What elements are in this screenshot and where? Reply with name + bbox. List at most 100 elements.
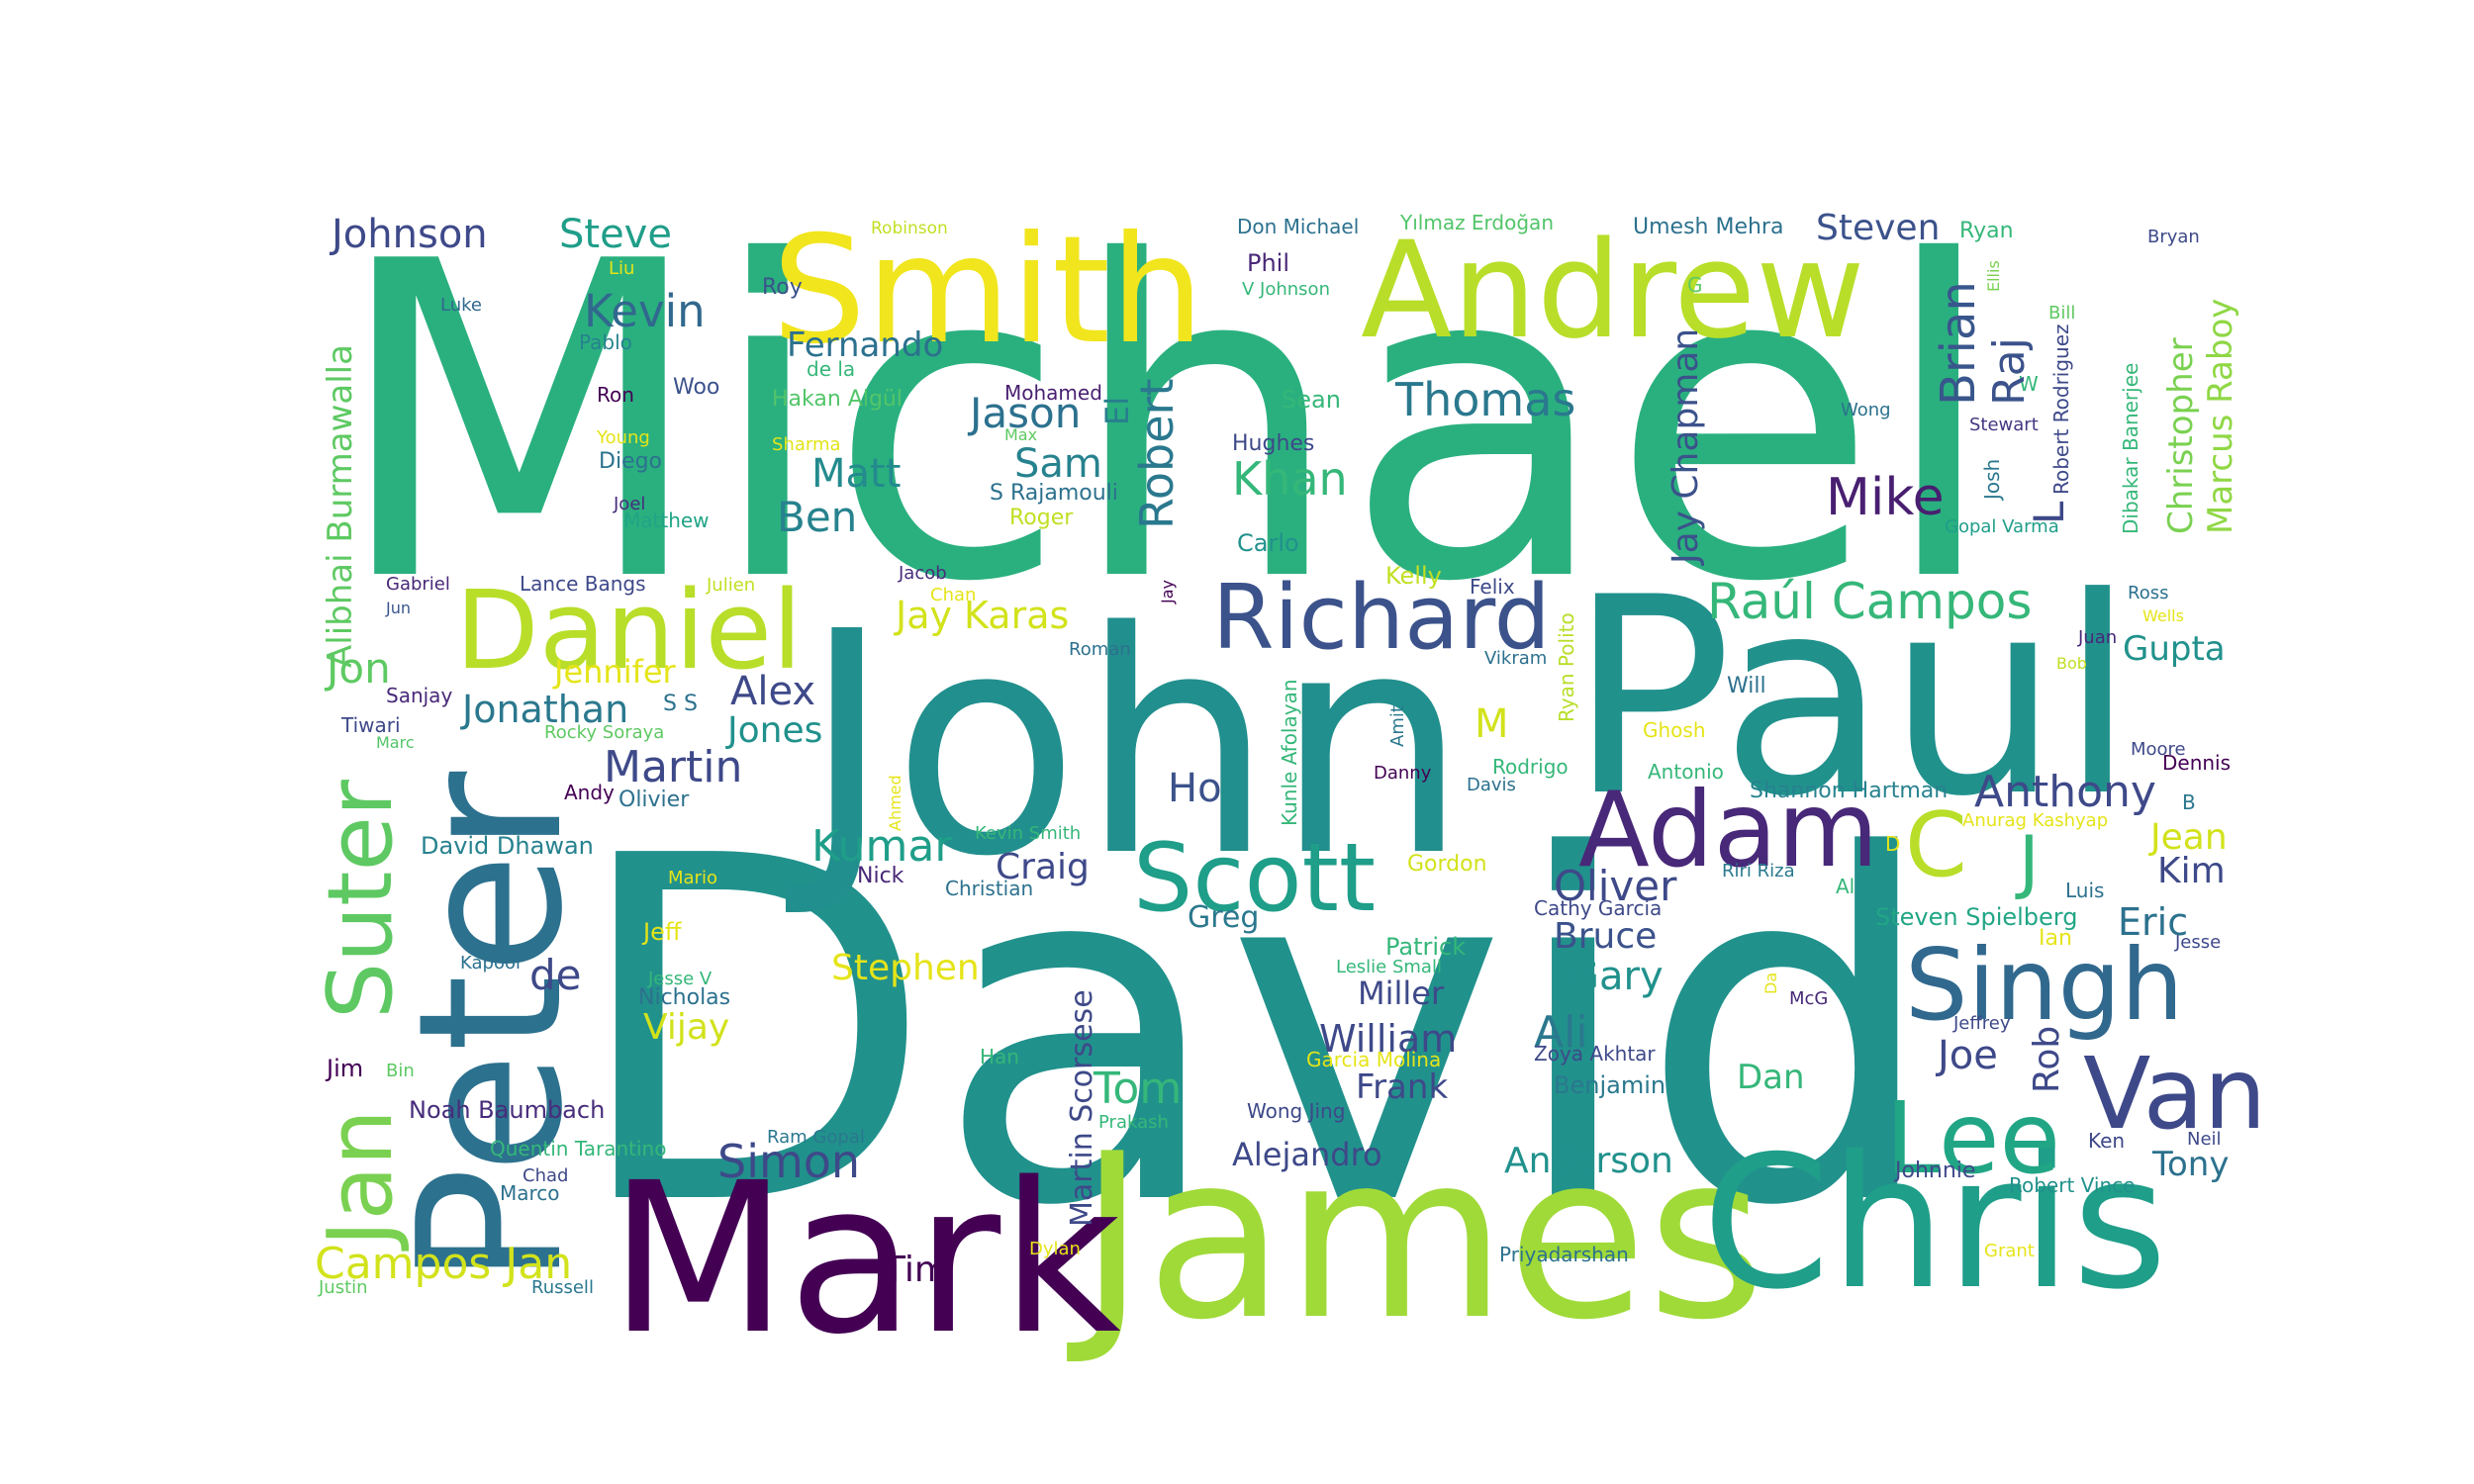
word-chris: Chris	[1702, 1116, 2167, 1330]
word-scott: Scott	[1133, 824, 1376, 933]
word-vikram: Vikram	[1484, 648, 1547, 669]
word-bruce: Bruce	[1554, 916, 1657, 957]
word-jay-chapman: Jay Chapman	[1665, 328, 1706, 566]
word-jesse: Jesse	[2174, 932, 2221, 953]
word-lee: Lee	[1885, 1080, 2060, 1196]
word-jason: Jason	[967, 389, 1081, 437]
word-van: Van	[2083, 1036, 2266, 1152]
word-jean: Jean	[2148, 817, 2228, 858]
word-al: Al	[1836, 875, 1855, 898]
word-jay: Jay	[1158, 580, 1177, 604]
word-l: L	[2025, 501, 2073, 524]
word-joe: Joe	[1935, 1033, 1998, 1078]
word-justin: Justin	[318, 1277, 368, 1298]
word-el: El	[1098, 397, 1136, 425]
word-dan: Dan	[1737, 1058, 1805, 1097]
word-max: Max	[1004, 425, 1037, 444]
word-jones: Jones	[725, 710, 822, 751]
word-ken: Ken	[2088, 1129, 2125, 1153]
word-diego: Diego	[599, 449, 662, 474]
word-b: B	[2182, 790, 2196, 814]
word-eric: Eric	[2118, 900, 2188, 944]
word-craig: Craig	[996, 847, 1090, 887]
word-sanjay: Sanjay	[386, 684, 452, 707]
word-sam: Sam	[1014, 441, 1102, 487]
word-fernando: Fernando	[787, 325, 943, 365]
word-kevin-smith: Kevin Smith	[975, 823, 1081, 844]
word-wong-jing: Wong Jing	[1247, 1099, 1345, 1123]
word-johnnie: Johnnie	[1893, 1159, 1975, 1183]
word-jeff: Jeff	[641, 918, 682, 946]
word-andy: Andy	[564, 781, 615, 804]
word-steven: Steven	[1816, 208, 1940, 248]
word-roger: Roger	[1009, 506, 1074, 530]
word-jim: Jim	[325, 1055, 363, 1082]
word-gabriel: Gabriel	[386, 574, 450, 595]
word-da: Da	[1761, 973, 1780, 994]
word-kunle-afolayan: Kunle Afolayan	[1278, 679, 1301, 826]
word-ben: Ben	[777, 493, 857, 541]
word-roy: Roy	[762, 275, 803, 300]
word-campos-jan: Campos Jan	[315, 1239, 572, 1289]
word-sharma: Sharma	[772, 434, 841, 455]
word-han: Han	[980, 1045, 1019, 1068]
word-adam: Adam	[1578, 770, 1878, 890]
word-j: J	[2015, 821, 2040, 902]
word-gary: Gary	[1569, 954, 1664, 999]
word-robinson: Robinson	[871, 219, 948, 238]
word-hughes: Hughes	[1232, 431, 1314, 456]
word-jun: Jun	[385, 599, 411, 617]
word-kumar: Kumar	[811, 821, 953, 872]
word-tom: Tom	[1093, 1064, 1182, 1114]
word-brian: Brian	[1931, 281, 1986, 406]
word-neil: Neil	[2187, 1129, 2222, 1150]
word-alejandro: Alejandro	[1232, 1136, 1382, 1173]
word-riri-riza: Riri Riza	[1722, 861, 1795, 881]
word-bin: Bin	[386, 1061, 415, 1081]
word-c: C	[1905, 793, 1967, 897]
word-christian: Christian	[945, 877, 1033, 900]
word-felix: Felix	[1470, 575, 1515, 599]
word-steve: Steve	[559, 212, 672, 257]
word-pablo: Pablo	[579, 330, 632, 354]
word-raul-campos: Raúl Campos	[1707, 573, 2032, 630]
word-stewart: Stewart	[1969, 415, 2039, 435]
word-bill: Bill	[2048, 303, 2075, 324]
word-paul: Paul	[1569, 539, 2136, 856]
word-rocky-soraya: Rocky Soraya	[544, 722, 664, 743]
word-ho: Ho	[1168, 766, 1222, 811]
word-michael: Michael	[332, 170, 1999, 677]
word-ali: Ali	[1534, 1007, 1588, 1058]
word-alibhai-burmawalla: Alibhai Burmawalla	[321, 344, 360, 668]
word-v-johnson: V Johnson	[1242, 279, 1330, 300]
word-zoya-akhtar: Zoya Akhtar	[1534, 1042, 1656, 1066]
word-greg: Greg	[1188, 900, 1259, 935]
word-chan: Chan	[930, 585, 976, 605]
word-james: James	[1067, 1106, 1765, 1370]
word-julien: Julien	[706, 575, 755, 596]
word-y-lmaz-erdogan: Yılmaz Erdoğan	[1399, 211, 1554, 234]
word-dibakar-banerjee: Dibakar Banerjee	[2119, 363, 2142, 534]
word-wells: Wells	[2142, 606, 2184, 625]
word-christopher: Christopher	[2161, 337, 2201, 534]
word-suter: Suter	[309, 780, 413, 1019]
word-umesh-mehra: Umesh Mehra	[1633, 215, 1783, 239]
word-davis: Davis	[1467, 775, 1516, 795]
word-ryan: Ryan	[1959, 219, 2014, 243]
word-anthony: Anthony	[1974, 767, 2156, 817]
word-rob: Rob	[2027, 1026, 2067, 1093]
word-singh: Singh	[1905, 927, 2184, 1043]
word-woo: Woo	[673, 375, 719, 400]
word-grant: Grant	[1984, 1241, 2035, 1261]
word-martin: Martin	[604, 742, 742, 792]
word-anderson: Anderson	[1504, 1141, 1673, 1181]
word-patrick: Patrick	[1385, 933, 1466, 961]
word-jeffrey: Jeffrey	[1952, 1013, 2011, 1034]
word-gordon: Gordon	[1407, 852, 1487, 877]
word-wong: Wong	[1841, 400, 1891, 420]
word-robert-vince: Robert Vince	[2009, 1173, 2135, 1197]
word-olivier: Olivier	[618, 788, 690, 812]
word-marco: Marco	[500, 1181, 560, 1205]
